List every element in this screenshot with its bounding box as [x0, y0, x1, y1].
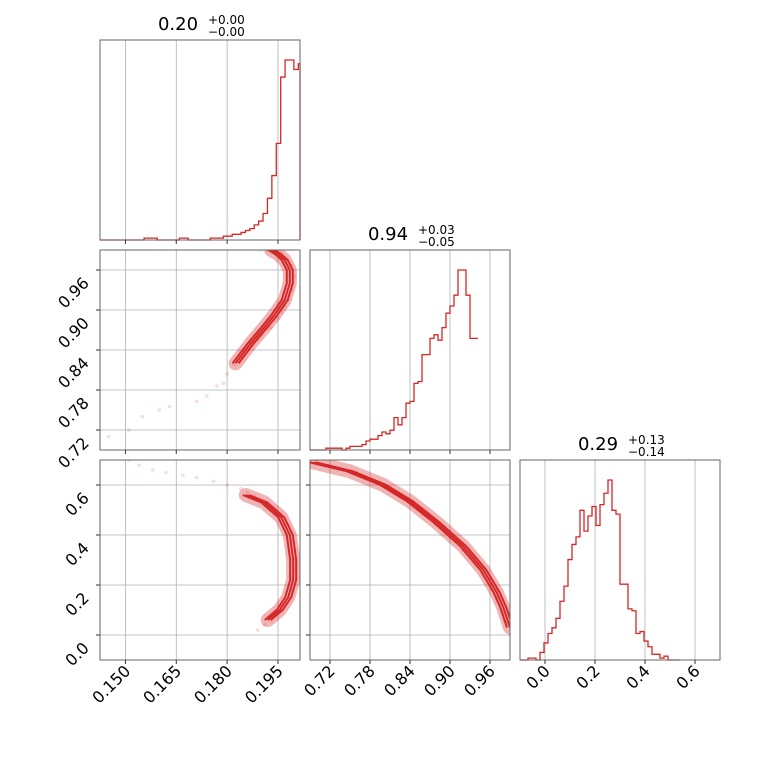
y-tick-label: 0.96 — [54, 273, 93, 312]
title-minus-err-2: −0.14 — [628, 445, 665, 459]
contour-inner — [248, 494, 298, 621]
histogram-param-0 — [100, 59, 301, 241]
contour-inner — [237, 250, 294, 364]
x-tick-label: 0.150 — [88, 661, 134, 707]
x-tick-label: 0.195 — [241, 661, 287, 707]
contour-core — [245, 494, 295, 621]
x-tick-label: 0.2 — [572, 661, 603, 692]
title-param-0: 0.20 — [158, 14, 198, 35]
sample-point — [150, 468, 155, 472]
sample-point — [232, 362, 236, 367]
y-tick-label: 0.72 — [54, 433, 93, 472]
sample-point — [225, 372, 229, 376]
contour-outer — [231, 250, 288, 364]
histogram-param-2 — [520, 479, 680, 661]
title-plus-err-1: +0.03 — [418, 223, 455, 237]
title-minus-err-1: −0.05 — [418, 235, 455, 249]
sample-point — [211, 479, 216, 484]
x-tick-label: 0.90 — [420, 661, 459, 700]
panel-frame-diag-0 — [99, 39, 301, 241]
title-param-2: 0.29 — [578, 434, 618, 455]
x-tick-label: 0.96 — [460, 661, 499, 700]
x-tick-label: 0.165 — [139, 661, 185, 707]
sample-point — [127, 428, 131, 432]
sample-point — [238, 486, 243, 491]
sample-point — [269, 325, 273, 330]
sample-point — [262, 623, 267, 627]
y-tick-label: 0.84 — [54, 353, 93, 392]
sample-point — [194, 399, 199, 404]
contour-core — [313, 461, 510, 628]
title-param-1: 0.94 — [368, 224, 408, 245]
x-tick-label: 0.4 — [622, 661, 653, 692]
x-tick-label: 0.84 — [380, 661, 419, 700]
sample-point — [106, 434, 111, 439]
sample-point — [293, 274, 297, 279]
panel-frame-pair-1 — [99, 459, 301, 661]
panel-frame-diag-2 — [519, 459, 721, 661]
sample-point — [221, 381, 226, 386]
title-plus-err-2: +0.13 — [628, 433, 665, 447]
contour-outer — [242, 494, 292, 621]
sample-point — [164, 470, 168, 475]
y-tick-label: 0.78 — [54, 393, 93, 432]
pair-panel-1 — [127, 460, 300, 632]
sample-point — [194, 475, 199, 480]
sample-point — [181, 473, 185, 477]
pair-panel-2 — [310, 460, 510, 637]
sample-point — [276, 316, 280, 320]
x-tick-label: 0.6 — [672, 661, 703, 692]
sample-point — [225, 483, 229, 487]
x-tick-label: 0.78 — [340, 661, 379, 700]
sample-point — [215, 384, 219, 388]
sample-point — [140, 414, 145, 419]
sample-point — [255, 628, 260, 632]
density-band — [310, 460, 510, 635]
contour-core — [234, 250, 291, 364]
sample-point — [245, 490, 250, 495]
contour-outer — [310, 461, 508, 628]
y-tick-label: 0.6 — [61, 488, 92, 519]
sample-point — [157, 408, 162, 412]
y-tick-label: 0.2 — [61, 588, 92, 619]
y-tick-label: 0.4 — [61, 538, 92, 569]
sample-point — [167, 404, 172, 409]
contour-inner — [316, 461, 510, 622]
title-minus-err-0: −0.00 — [208, 25, 245, 39]
x-tick-label: 0.0 — [522, 661, 553, 692]
histogram-param-1 — [310, 269, 478, 451]
y-tick-label: 0.0 — [61, 638, 92, 669]
sample-point — [204, 394, 209, 398]
density-band — [228, 250, 297, 371]
sample-point — [137, 463, 141, 467]
x-tick-label: 0.180 — [190, 661, 236, 707]
title-plus-err-0: +0.00 — [208, 13, 245, 27]
pair-panel-0 — [106, 250, 297, 439]
x-tick-label: 0.72 — [300, 661, 339, 700]
y-tick-label: 0.90 — [54, 313, 93, 352]
